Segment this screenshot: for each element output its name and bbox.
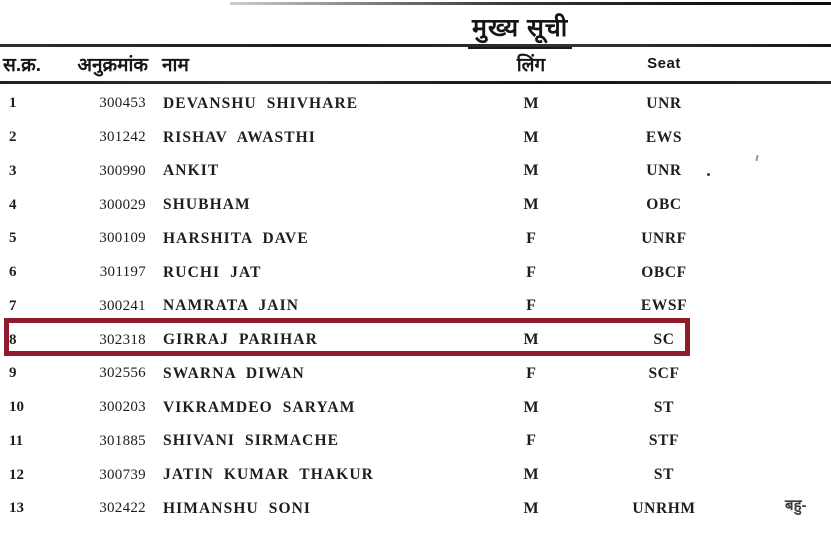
cell-sno: 8: [9, 331, 17, 348]
cell-sno: 5: [9, 230, 17, 247]
cell-seat: ST: [653, 466, 675, 484]
cell-seat: EWSF: [640, 297, 688, 315]
table-row: 5 300109 HARSHITA DAVE F UNRF: [0, 222, 831, 256]
table-row: 1 300453 DEVANSHU SHIVHARE M UNR: [0, 87, 831, 121]
column-header-seat: Seat: [647, 55, 681, 72]
cell-seat: OBCF: [641, 263, 687, 281]
cell-sno: 6: [9, 264, 17, 281]
cell-seat: UNRF: [641, 229, 687, 247]
cell-sno: 2: [9, 129, 17, 146]
cell-gender: M: [523, 331, 539, 349]
cell-gender: M: [523, 128, 539, 146]
cell-gender: M: [523, 94, 539, 112]
table-row: 4 300029 SHUBHAM M OBC: [0, 188, 831, 222]
cell-roll: 300029: [99, 196, 146, 213]
table-row: 11 301885 SHIVANI SIRMACHE F STF: [0, 425, 831, 459]
cell-sno: 10: [9, 399, 24, 416]
table-body: 1 300453 DEVANSHU SHIVHARE M UNR 2 301242 RISHA…: [0, 87, 831, 526]
page-title: मुख्य सूची: [468, 10, 573, 49]
cell-gender: M: [523, 499, 539, 517]
table-row: 2 301242 RISHAV AWASTHI M EWS: [0, 121, 831, 155]
table-row: 6 301197 RUCHI JAT F OBCF: [0, 256, 831, 290]
cell-name: RISHAV AWASTHI: [163, 128, 316, 146]
cell-sno: 13: [9, 500, 24, 517]
cell-gender: F: [526, 229, 536, 247]
cell-name: NAMRATA JAIN: [163, 297, 300, 315]
cell-gender: M: [523, 196, 539, 214]
cell-gender: F: [526, 297, 536, 315]
cell-roll: 300453: [99, 95, 146, 112]
cell-sno: 12: [9, 466, 24, 483]
cell-name: SWARNA DIWAN: [163, 364, 305, 382]
cell-name: HARSHITA DAVE: [163, 229, 309, 247]
cell-seat: ST: [653, 398, 675, 416]
cell-gender: M: [523, 162, 539, 180]
cell-name: DEVANSHU SHIVHARE: [163, 94, 359, 112]
cell-gender: F: [526, 364, 536, 382]
cell-name: SHIVANI SIRMACHE: [163, 432, 340, 450]
cell-name: GIRRAJ PARIHAR: [163, 331, 318, 349]
cell-gender: M: [523, 398, 539, 416]
column-header-gender: लिंग: [516, 54, 546, 76]
cell-seat: UNR: [646, 94, 682, 112]
cell-seat: OBC: [646, 196, 682, 214]
cell-roll: 302556: [99, 365, 146, 382]
header-top-rule: [0, 44, 831, 47]
cell-seat: STF: [648, 432, 680, 450]
cell-name: JATIN KUMAR THAKUR: [163, 466, 374, 484]
header-bottom-rule: [0, 81, 831, 84]
table-row: 7 300241 NAMRATA JAIN F EWSF: [0, 290, 831, 324]
cell-sno: 4: [9, 196, 17, 213]
partial-note: बहु-: [785, 497, 807, 514]
cell-gender: F: [526, 263, 536, 281]
table-row: 10 300203 VIKRAMDEO SARYAM M ST: [0, 391, 831, 425]
cell-seat: EWS: [645, 128, 683, 146]
cell-roll: 301885: [99, 432, 146, 449]
cell-seat: UNR: [646, 162, 682, 180]
cell-sno: 3: [9, 162, 17, 179]
table-row: 12 300739 JATIN KUMAR THAKUR M ST: [0, 458, 831, 492]
cell-sno: 7: [9, 297, 17, 314]
cell-gender: M: [523, 466, 539, 484]
cell-roll: 302318: [99, 331, 146, 348]
cell-seat: UNRHM: [632, 499, 696, 517]
cell-roll: 301242: [99, 129, 146, 146]
scan-artifact-dot: [707, 173, 710, 176]
cell-name: VIKRAMDEO SARYAM: [163, 398, 356, 416]
table-row: 13 302422 HIMANSHU SONI M UNRHM: [0, 492, 831, 526]
cell-roll: 300203: [99, 399, 146, 416]
cell-roll: 300241: [99, 297, 146, 314]
cell-roll: 302422: [99, 500, 146, 517]
cell-name: HIMANSHU SONI: [163, 499, 312, 517]
cell-gender: F: [526, 432, 536, 450]
cell-sno: 11: [9, 432, 24, 449]
table-row: 3 300990 ANKIT M UNR: [0, 155, 831, 189]
column-header-name: नाम: [162, 54, 189, 76]
cell-roll: 301197: [99, 264, 146, 281]
cell-sno: 9: [9, 365, 17, 382]
cell-seat: SCF: [648, 364, 680, 382]
cell-sno: 1: [9, 95, 17, 112]
table-row: 9 302556 SWARNA DIWAN F SCF: [0, 357, 831, 391]
cell-roll: 300990: [99, 162, 146, 179]
table-header: स.क्र. अनुक्रमांक नाम लिंग Seat: [0, 47, 831, 80]
column-header-roll: अनुक्रमांक: [77, 54, 148, 76]
cell-name: RUCHI JAT: [163, 263, 262, 281]
cell-seat: SC: [653, 331, 675, 349]
page-top-rule: [230, 2, 831, 5]
cell-name: ANKIT: [163, 162, 220, 180]
table-row-highlighted: 8 302318 GIRRAJ PARIHAR M SC: [0, 318, 831, 357]
cell-roll: 300739: [99, 466, 146, 483]
cell-roll: 300109: [99, 230, 146, 247]
column-header-serial: स.क्र.: [3, 54, 41, 76]
cell-name: SHUBHAM: [163, 196, 251, 214]
